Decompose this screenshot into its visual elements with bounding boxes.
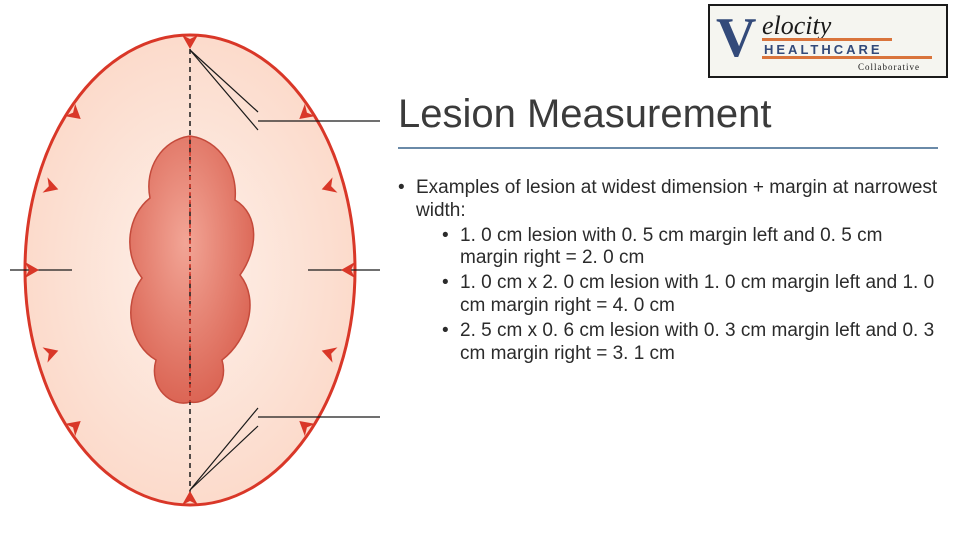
logo-line2: HEALTHCARE <box>764 42 883 57</box>
content: Lesion Measurement Examples of lesion at… <box>398 92 938 367</box>
slide: V elocity HEALTHCARE Collaborative Lesio… <box>0 0 960 540</box>
page-title: Lesion Measurement <box>398 92 938 149</box>
logo-rest: elocity <box>762 11 832 40</box>
bullet-l2: 1. 0 cm lesion with 0. 5 cm margin left … <box>442 225 938 271</box>
lesion-diagram <box>10 0 380 540</box>
logo-line3: Collaborative <box>858 62 920 72</box>
bullet-l2-list: 1. 0 cm lesion with 0. 5 cm margin left … <box>398 225 938 366</box>
bullet-list: Examples of lesion at widest dimension +… <box>398 177 938 365</box>
logo-v: V <box>716 7 756 69</box>
bullet-l1: Examples of lesion at widest dimension +… <box>398 177 938 223</box>
bullet-l2: 1. 0 cm x 2. 0 cm lesion with 1. 0 cm ma… <box>442 272 938 318</box>
brand-logo: V elocity HEALTHCARE Collaborative <box>708 4 948 78</box>
bullet-l2: 2. 5 cm x 0. 6 cm lesion with 0. 3 cm ma… <box>442 320 938 366</box>
